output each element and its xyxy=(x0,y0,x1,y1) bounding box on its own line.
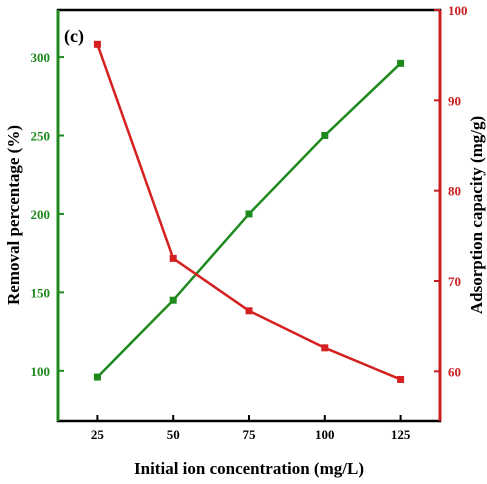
removal-percentage-point xyxy=(169,296,177,304)
x-axis-title: Initial ion concentration (mg/L) xyxy=(134,459,364,478)
left-y-tick-label: 150 xyxy=(31,285,51,300)
right-y-tick-label: 70 xyxy=(448,274,461,289)
x-axis-ticks: 25 50 75 100 125 xyxy=(91,415,411,442)
right-y-tick-label: 90 xyxy=(448,93,461,108)
adsorption-capacity-point xyxy=(93,40,101,48)
removal-percentage-point xyxy=(93,373,101,381)
adsorption-capacity-point xyxy=(245,307,253,315)
adsorption-capacity-point xyxy=(397,375,405,383)
right-y-tick-label: 100 xyxy=(448,3,468,18)
left-y-tick-label: 300 xyxy=(31,50,51,65)
right-y-axis-title: Adsorption capacity (mg/g) xyxy=(467,116,486,314)
removal-percentage-line xyxy=(96,62,402,378)
x-tick-label: 50 xyxy=(167,427,180,442)
x-tick-label: 125 xyxy=(391,427,411,442)
series-layer xyxy=(93,40,405,383)
removal-percentage-point xyxy=(321,131,329,139)
removal-percentage-point xyxy=(245,210,253,218)
adsorption-capacity-point xyxy=(321,344,329,352)
left-y-axis-ticks: 100 150 200 250 300 xyxy=(31,50,64,379)
x-tick-label: 100 xyxy=(315,427,335,442)
left-y-tick-label: 200 xyxy=(31,207,51,222)
left-y-axis-title: Removal percentage (%) xyxy=(4,125,23,305)
right-y-axis-ticks: 60 70 80 90 100 xyxy=(434,3,468,379)
removal-percentage-point xyxy=(397,59,405,67)
x-tick-label: 25 xyxy=(91,427,105,442)
left-y-tick-label: 100 xyxy=(31,364,51,379)
right-y-tick-label: 80 xyxy=(448,184,461,199)
left-y-tick-label: 250 xyxy=(31,128,51,143)
panel-label: (c) xyxy=(64,26,84,47)
adsorption-capacity-point xyxy=(169,254,177,262)
x-tick-label: 75 xyxy=(243,427,257,442)
right-y-tick-label: 60 xyxy=(448,364,461,379)
